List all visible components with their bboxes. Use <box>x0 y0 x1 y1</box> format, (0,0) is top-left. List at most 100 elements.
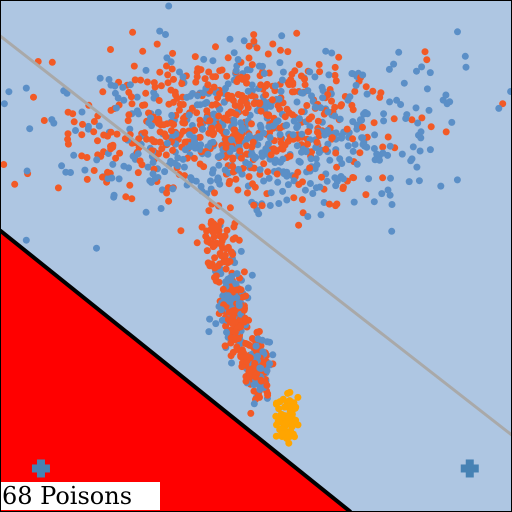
data-point <box>263 111 271 119</box>
data-point <box>167 58 175 66</box>
data-point <box>169 98 177 106</box>
data-point <box>278 425 286 432</box>
data-point <box>286 152 294 160</box>
data-point <box>226 258 234 265</box>
data-point <box>237 73 245 81</box>
data-point <box>256 134 264 141</box>
data-point <box>295 157 303 165</box>
data-point <box>237 247 245 255</box>
data-point <box>267 151 275 159</box>
data-point <box>233 346 241 353</box>
data-point <box>309 190 317 197</box>
data-point <box>318 173 325 181</box>
data-point <box>257 107 265 115</box>
data-point <box>235 302 243 309</box>
data-point <box>22 236 30 244</box>
data-point <box>390 115 398 123</box>
data-point <box>154 108 162 116</box>
data-point <box>114 94 122 102</box>
data-point <box>332 182 340 190</box>
data-point <box>250 400 258 408</box>
data-point <box>168 65 176 73</box>
data-point <box>418 63 426 71</box>
data-point <box>267 189 275 197</box>
data-point <box>279 187 287 195</box>
data-point <box>388 201 396 208</box>
data-point <box>260 177 268 185</box>
data-point <box>293 29 301 37</box>
data-point <box>168 111 176 119</box>
data-point <box>216 105 224 113</box>
data-point <box>298 108 305 116</box>
data-point <box>250 31 258 39</box>
data-point <box>266 134 274 141</box>
data-point <box>237 154 245 162</box>
data-point <box>141 101 149 109</box>
data-point <box>208 225 215 233</box>
data-point <box>120 96 128 104</box>
data-point <box>260 70 268 77</box>
data-point <box>279 155 287 163</box>
plus-marker <box>31 459 50 478</box>
data-point <box>237 103 244 111</box>
data-point <box>283 105 291 113</box>
data-point <box>96 74 104 82</box>
data-point <box>249 180 256 188</box>
data-point <box>142 66 150 74</box>
data-point <box>222 84 229 92</box>
data-point <box>276 59 284 67</box>
data-point <box>248 151 255 159</box>
data-point <box>230 116 238 124</box>
data-point <box>278 411 286 419</box>
data-point <box>146 177 154 185</box>
data-point <box>163 139 171 147</box>
data-point <box>285 414 293 422</box>
data-point <box>126 181 134 189</box>
data-point <box>370 198 378 206</box>
data-point <box>211 189 218 197</box>
data-point <box>119 83 127 91</box>
data-point <box>234 91 242 98</box>
data-point <box>298 130 306 138</box>
data-point <box>201 75 209 83</box>
data-point <box>151 83 159 91</box>
data-point <box>222 322 230 330</box>
data-point <box>273 170 281 178</box>
data-point <box>212 43 219 51</box>
data-point <box>265 174 273 182</box>
data-point <box>203 247 211 255</box>
data-point <box>269 351 277 359</box>
data-point <box>147 114 154 122</box>
data-point <box>191 53 199 61</box>
data-point <box>245 353 253 361</box>
data-point <box>403 111 411 119</box>
data-point <box>417 128 425 136</box>
data-point <box>84 125 92 133</box>
data-point <box>190 154 198 162</box>
data-point <box>297 89 305 97</box>
data-point <box>258 336 266 344</box>
data-point <box>165 2 173 10</box>
data-point <box>351 141 359 148</box>
data-point <box>298 196 306 204</box>
data-point <box>83 154 91 161</box>
data-point <box>196 160 204 168</box>
data-point <box>199 89 207 97</box>
data-point <box>204 81 212 89</box>
data-point <box>338 132 346 140</box>
data-point <box>359 134 367 142</box>
data-point <box>229 155 237 163</box>
data-point <box>250 201 258 209</box>
data-point <box>304 140 311 148</box>
data-point <box>281 403 289 411</box>
data-point <box>286 388 294 396</box>
data-point <box>158 145 166 153</box>
data-point <box>379 149 387 157</box>
data-point <box>215 161 223 169</box>
data-point <box>324 108 332 116</box>
data-point <box>164 71 172 79</box>
data-point <box>258 153 266 160</box>
data-point <box>131 76 139 84</box>
data-point <box>233 78 241 86</box>
data-point <box>90 167 98 174</box>
